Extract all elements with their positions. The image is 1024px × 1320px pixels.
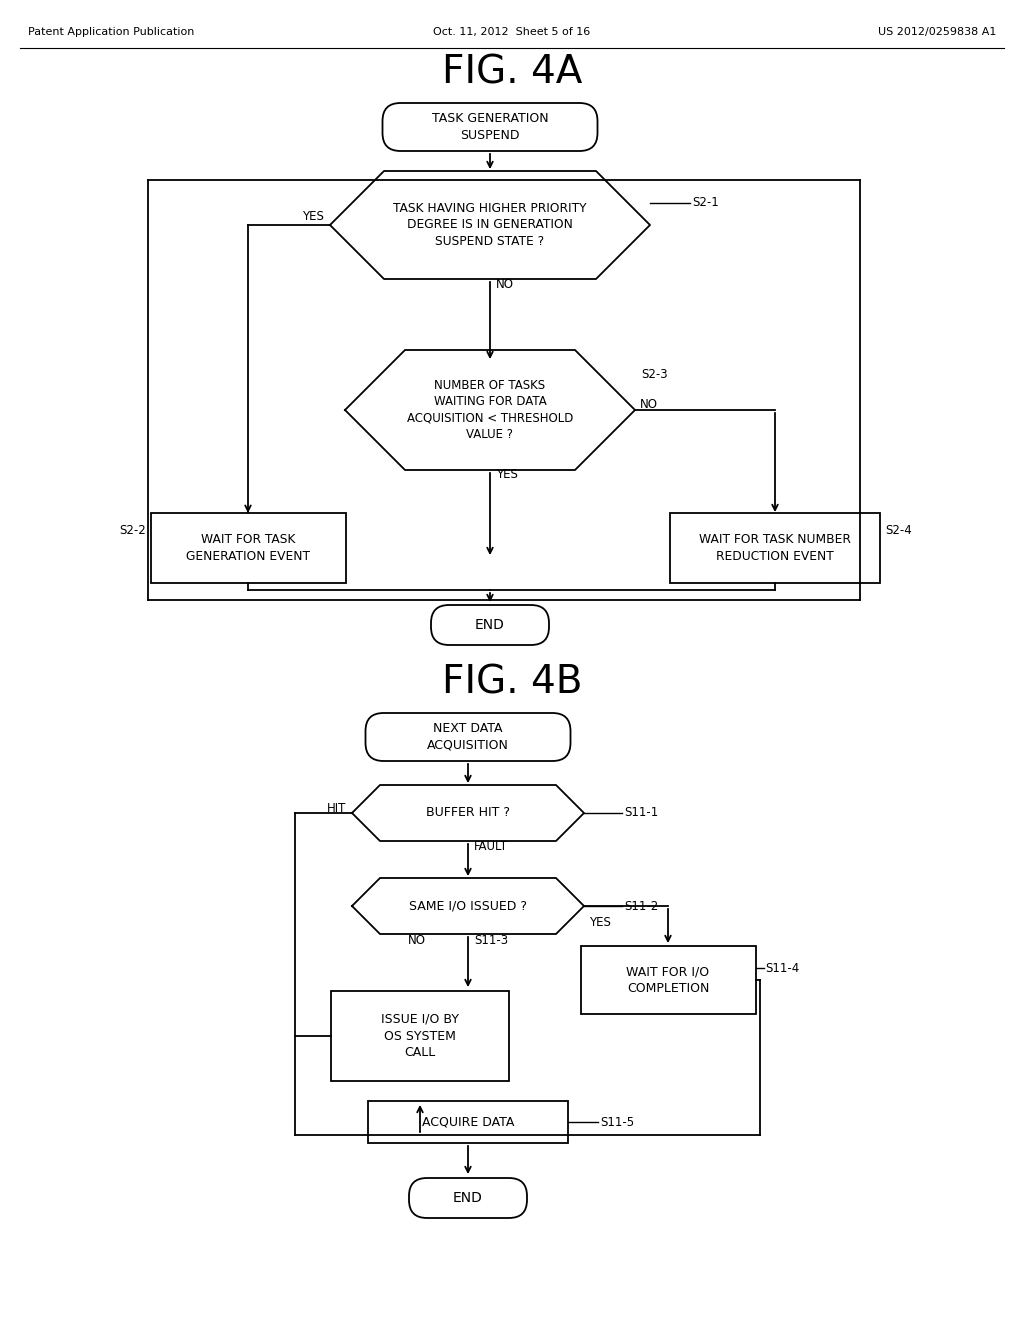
Text: YES: YES bbox=[496, 469, 518, 482]
Text: S11-5: S11-5 bbox=[600, 1115, 634, 1129]
Text: NUMBER OF TASKS
WAITING FOR DATA
ACQUISITION < THRESHOLD
VALUE ?: NUMBER OF TASKS WAITING FOR DATA ACQUISI… bbox=[407, 379, 573, 441]
Text: WAIT FOR I/O
COMPLETION: WAIT FOR I/O COMPLETION bbox=[627, 965, 710, 995]
Text: END: END bbox=[475, 618, 505, 632]
Text: Oct. 11, 2012  Sheet 5 of 16: Oct. 11, 2012 Sheet 5 of 16 bbox=[433, 26, 591, 37]
Text: S2-4: S2-4 bbox=[885, 524, 911, 536]
Text: S11-2: S11-2 bbox=[624, 899, 658, 912]
Bar bbox=[331, 991, 509, 1081]
Bar bbox=[151, 513, 345, 583]
Text: ACQUIRE DATA: ACQUIRE DATA bbox=[422, 1115, 514, 1129]
Text: S11-3: S11-3 bbox=[474, 933, 508, 946]
Text: US 2012/0259838 A1: US 2012/0259838 A1 bbox=[878, 26, 996, 37]
Text: NO: NO bbox=[408, 933, 426, 946]
Text: WAIT FOR TASK
GENERATION EVENT: WAIT FOR TASK GENERATION EVENT bbox=[186, 533, 310, 562]
Text: FIG. 4A: FIG. 4A bbox=[441, 53, 583, 91]
Text: NO: NO bbox=[640, 397, 658, 411]
Text: S11-1: S11-1 bbox=[624, 807, 658, 820]
Text: FAULT: FAULT bbox=[474, 840, 508, 853]
Text: TASK HAVING HIGHER PRIORITY
DEGREE IS IN GENERATION
SUSPEND STATE ?: TASK HAVING HIGHER PRIORITY DEGREE IS IN… bbox=[393, 202, 587, 248]
Text: TASK GENERATION
SUSPEND: TASK GENERATION SUSPEND bbox=[432, 112, 548, 141]
Text: S2-3: S2-3 bbox=[641, 368, 668, 381]
Polygon shape bbox=[352, 878, 584, 935]
Polygon shape bbox=[352, 785, 584, 841]
Text: YES: YES bbox=[589, 916, 611, 928]
Text: Patent Application Publication: Patent Application Publication bbox=[28, 26, 195, 37]
FancyBboxPatch shape bbox=[431, 605, 549, 645]
Text: YES: YES bbox=[302, 210, 324, 223]
Text: HIT: HIT bbox=[327, 803, 346, 816]
FancyBboxPatch shape bbox=[383, 103, 597, 150]
FancyBboxPatch shape bbox=[366, 713, 570, 762]
Bar bbox=[368, 1101, 568, 1143]
Text: S2-1: S2-1 bbox=[692, 197, 719, 210]
Polygon shape bbox=[330, 172, 650, 279]
Polygon shape bbox=[345, 350, 635, 470]
Text: BUFFER HIT ?: BUFFER HIT ? bbox=[426, 807, 510, 820]
Text: NO: NO bbox=[496, 277, 514, 290]
Text: FIG. 4B: FIG. 4B bbox=[441, 663, 583, 701]
Bar bbox=[581, 946, 756, 1014]
Text: ISSUE I/O BY
OS SYSTEM
CALL: ISSUE I/O BY OS SYSTEM CALL bbox=[381, 1012, 459, 1059]
Text: NEXT DATA
ACQUISITION: NEXT DATA ACQUISITION bbox=[427, 722, 509, 752]
FancyBboxPatch shape bbox=[409, 1177, 527, 1218]
Text: S11-4: S11-4 bbox=[766, 961, 800, 974]
Text: SAME I/O ISSUED ?: SAME I/O ISSUED ? bbox=[409, 899, 527, 912]
Text: S2-2: S2-2 bbox=[119, 524, 145, 536]
Bar bbox=[670, 513, 880, 583]
Text: END: END bbox=[453, 1191, 483, 1205]
Text: WAIT FOR TASK NUMBER
REDUCTION EVENT: WAIT FOR TASK NUMBER REDUCTION EVENT bbox=[699, 533, 851, 562]
